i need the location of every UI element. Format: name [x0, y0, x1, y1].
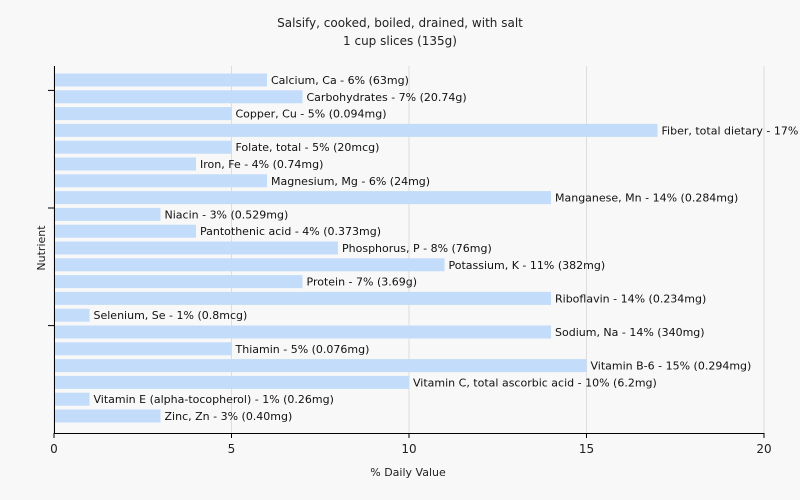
bar-7 [55, 191, 551, 205]
x-tick-label-4: 20 [756, 442, 771, 456]
bar-14 [55, 308, 90, 322]
bar-label-13: Riboflavin - 14% (0.234mg) [555, 292, 706, 305]
chart-title: Salsify, cooked, boiled, drained, with s… [277, 16, 523, 30]
chart-subtitle: 1 cup slices (135g) [343, 34, 457, 48]
bar-20 [55, 409, 161, 423]
bar-label-2: Copper, Cu - 5% (0.094mg) [236, 108, 387, 121]
bar-9 [55, 224, 196, 238]
bar-label-4: Folate, total - 5% (20mcg) [236, 141, 380, 154]
bar-label-14: Selenium, Se - 1% (0.8mcg) [94, 309, 248, 322]
bar-17 [55, 359, 587, 373]
bar-label-5: Iron, Fe - 4% (0.74mg) [200, 158, 323, 171]
bar-label-19: Vitamin E (alpha-tocopherol) - 1% (0.26m… [94, 393, 334, 406]
x-tick-label-1: 5 [228, 442, 236, 456]
x-tick-label-2: 10 [401, 442, 416, 456]
bar-label-10: Phosphorus, P - 8% (76mg) [342, 242, 492, 255]
y-axis-title: Nutrient [35, 225, 48, 271]
bar-19 [55, 392, 90, 406]
bar-label-7: Manganese, Mn - 14% (0.284mg) [555, 192, 738, 205]
bar-16 [55, 342, 232, 356]
bar-label-9: Pantothenic acid - 4% (0.373mg) [200, 225, 381, 238]
bar-label-12: Protein - 7% (3.69g) [307, 276, 418, 289]
bar-label-3: Fiber, total dietary - 17% (4.2g) [662, 124, 800, 137]
x-tick-label-3: 15 [579, 442, 594, 456]
bar-0 [55, 73, 267, 87]
x-axis-title: % Daily Value [370, 466, 446, 479]
bar-4 [55, 140, 232, 154]
bar-1 [55, 90, 303, 104]
bar-3 [55, 123, 658, 137]
bar-label-0: Calcium, Ca - 6% (63mg) [271, 74, 409, 87]
bar-15 [55, 325, 551, 339]
bar-8 [55, 207, 161, 221]
x-tick-label-0: 0 [50, 442, 58, 456]
bars: Calcium, Ca - 6% (63mg) Carbohydrates - 7… [55, 73, 800, 423]
bar-5 [55, 157, 196, 171]
bar-label-20: Zinc, Zn - 3% (0.40mg) [165, 410, 293, 423]
bar-label-18: Vitamin C, total ascorbic acid - 10% (6.… [413, 376, 657, 389]
bar-label-16: Thiamin - 5% (0.076mg) [235, 343, 370, 356]
bar-label-6: Magnesium, Mg - 6% (24mg) [271, 175, 430, 188]
bar-label-17: Vitamin B-6 - 15% (0.294mg) [591, 360, 752, 373]
bar-12 [55, 275, 303, 289]
axes: 0 5 10 15 20 [48, 66, 772, 456]
bar-6 [55, 174, 267, 188]
bar-2 [55, 107, 232, 121]
bar-label-11: Potassium, K - 11% (382mg) [449, 259, 606, 272]
bar-11 [55, 258, 445, 272]
bar-13 [55, 291, 551, 305]
bar-18 [55, 375, 409, 389]
bar-label-1: Carbohydrates - 7% (20.74g) [307, 91, 467, 104]
bar-label-8: Niacin - 3% (0.529mg) [165, 208, 289, 221]
bar-10 [55, 241, 338, 255]
bar-label-15: Sodium, Na - 14% (340mg) [555, 326, 705, 339]
